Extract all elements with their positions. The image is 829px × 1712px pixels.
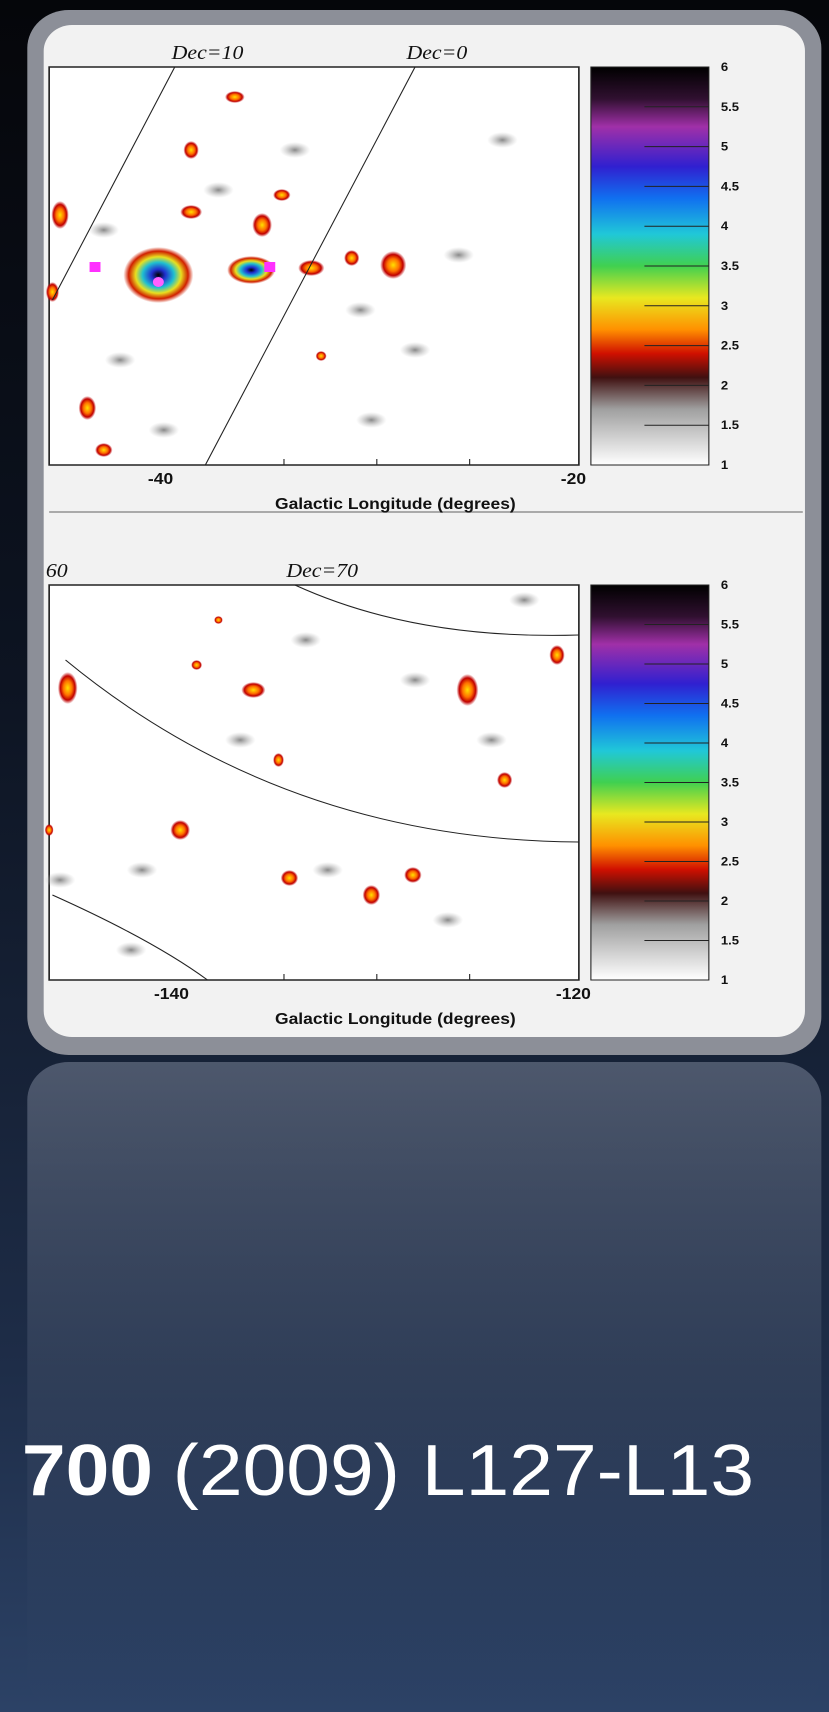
noise-blob xyxy=(400,342,431,358)
reflection xyxy=(27,1062,821,1712)
source-blob xyxy=(79,396,96,420)
dec-label: Dec=10 xyxy=(171,41,244,64)
colorbar-tick-label: 3 xyxy=(721,299,728,312)
colorbar-tick-label: 3 xyxy=(721,815,728,828)
source-blob xyxy=(316,351,327,361)
source-blob xyxy=(58,672,78,704)
colorbar-tick-label: 2.5 xyxy=(721,855,739,868)
source-blob xyxy=(281,870,298,886)
colorbar-tick-label: 1 xyxy=(721,458,728,471)
colorbar-tick-label: 6 xyxy=(721,60,728,73)
source-blob xyxy=(457,674,479,706)
page: {"panels":[ {"dec_labels":["Dec=10","Dec… xyxy=(0,0,829,1712)
noise-blob xyxy=(487,132,518,148)
noise-blob xyxy=(225,732,256,748)
colorbar-tick-label: 5.5 xyxy=(721,100,739,113)
caption-rest: (2009) L127-L13 xyxy=(173,1430,754,1510)
x-tick-label: -40 xyxy=(148,470,173,488)
marker xyxy=(153,277,164,287)
source-blob xyxy=(273,753,284,767)
source-blob xyxy=(191,660,202,670)
noise-blob xyxy=(116,942,147,958)
colorbar-tick-label: 6 xyxy=(721,578,728,591)
colorbar-tick-label: 1 xyxy=(721,973,728,986)
colorbar-tick-label: 4.5 xyxy=(721,180,739,193)
noise-blob xyxy=(400,672,431,688)
source-blob xyxy=(95,443,112,457)
noise-blob xyxy=(476,732,507,748)
noise-blob xyxy=(203,182,234,198)
dec-label: Dec=70 xyxy=(285,559,358,582)
colorbar-tick-label: 1.5 xyxy=(721,419,739,432)
noise-blob xyxy=(356,412,387,428)
slide: Dec=10 Dec=0 -40 -20 Galactic Longitude (deg… xyxy=(0,0,829,1712)
noise-blob xyxy=(509,592,540,608)
source-blob xyxy=(549,645,564,665)
source-blob xyxy=(214,616,223,624)
colorbar-tick-label: 5 xyxy=(721,657,728,670)
source-blob xyxy=(404,867,421,883)
source-blob xyxy=(225,91,245,103)
source-blob xyxy=(183,141,198,159)
x-axis-label: Galactic Longitude (degrees) xyxy=(275,495,516,513)
source-blob xyxy=(180,205,202,219)
noise-blob xyxy=(433,912,464,928)
source-blob xyxy=(123,247,193,303)
noise-blob xyxy=(105,352,136,368)
marker xyxy=(90,262,101,272)
source-blob xyxy=(497,772,512,788)
colorbar-tick-label: 5 xyxy=(721,140,728,153)
caption-volume: 700 xyxy=(22,1430,153,1510)
source-blob xyxy=(298,260,324,276)
noise-blob xyxy=(291,632,322,648)
source-blob xyxy=(51,201,68,229)
noise-blob xyxy=(149,422,180,438)
dec-label: 60 xyxy=(46,559,68,582)
noise-blob xyxy=(312,862,343,878)
x-axis-label: Galactic Longitude (degrees) xyxy=(275,1010,516,1028)
colorbar-tick-label: 4 xyxy=(721,736,728,749)
source-blob xyxy=(273,189,290,201)
noise-blob xyxy=(345,302,376,318)
noise-blob xyxy=(127,862,158,878)
colorbar-tick-label: 3.5 xyxy=(721,259,739,272)
source-blob xyxy=(363,885,380,905)
noise-blob xyxy=(88,222,119,238)
x-tick-label: -120 xyxy=(556,985,591,1003)
colorbar-tick-label: 3.5 xyxy=(721,776,739,789)
colorbar-tick-label: 5.5 xyxy=(721,618,739,631)
x-tick-label: -140 xyxy=(154,985,189,1003)
colorbar-tick-label: 2 xyxy=(721,894,728,907)
x-tick-label: -20 xyxy=(561,470,586,488)
colorbar-tick-label: 2 xyxy=(721,379,728,392)
source-blob xyxy=(170,820,190,840)
noise-blob xyxy=(280,142,311,158)
source-blob xyxy=(45,824,54,836)
source-blob xyxy=(380,251,406,279)
caption: 700(2009) L127-L13 xyxy=(22,1430,754,1510)
dec-label: Dec=0 xyxy=(405,41,467,64)
source-blob xyxy=(344,250,359,266)
noise-blob xyxy=(443,247,474,263)
colorbar-tick-label: 1.5 xyxy=(721,934,739,947)
marker xyxy=(264,262,275,272)
noise-blob xyxy=(45,872,76,888)
colorbar-tick-label: 4 xyxy=(721,220,728,233)
colorbar-tick-label: 2.5 xyxy=(721,339,739,352)
colorbar-tick-label: 4.5 xyxy=(721,697,739,710)
source-blob xyxy=(252,213,272,237)
source-blob xyxy=(241,682,265,698)
